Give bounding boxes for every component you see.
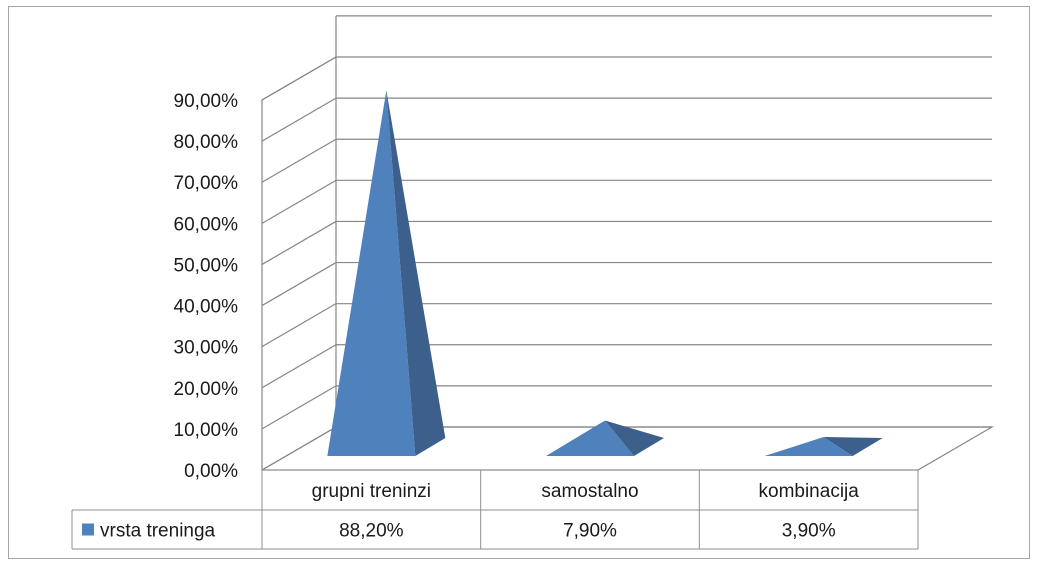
y-tick-label: 90,00% [174, 91, 239, 112]
bar-kombinacija-front [764, 436, 853, 456]
legend-series-name: vrsta treninga [100, 521, 216, 542]
data-label: 7,90% [563, 521, 617, 542]
category-label: grupni treninzi [312, 481, 431, 502]
bars [327, 90, 883, 457]
bar-samostalno-side [605, 420, 664, 456]
gridline-side [261, 385, 337, 430]
y-tick-label: 30,00% [174, 338, 239, 359]
bar-grupni-treninzi-side [386, 90, 446, 457]
bar-grupni-treninzi-front [327, 90, 416, 457]
gridline-side [261, 97, 337, 142]
gridline-side [261, 426, 337, 471]
data-label: 88,20% [339, 521, 404, 542]
y-tick-label: 50,00% [174, 255, 239, 276]
gridline-side [261, 344, 337, 389]
gridlines [261, 15, 992, 471]
y-tick-label: 70,00% [174, 173, 239, 194]
y-tick-label: 0,00% [184, 461, 238, 482]
legend-swatch [82, 523, 94, 536]
bar-samostalno-front [546, 420, 634, 456]
data-label: 3,90% [782, 521, 836, 542]
y-tick-label: 20,00% [174, 379, 239, 400]
category-label: kombinacija [759, 481, 860, 502]
y-tick-label: 80,00% [174, 132, 239, 153]
gridline-side [261, 303, 337, 348]
gridline-side [261, 138, 337, 183]
gridline-side [261, 220, 337, 265]
bar-kombinacija-side [823, 436, 883, 456]
y-tick-label: 40,00% [174, 297, 239, 318]
y-axis-ticks: 0,00% 10,00% 20,00% 30,00% 40,00% 50,00% 60,00… [174, 91, 239, 482]
gridline-side [261, 179, 337, 224]
y-tick-label: 60,00% [174, 214, 239, 235]
data-table: grupni treninzi 88,20% samostalno 7,90% komb… [71, 469, 919, 550]
gridline-side [261, 262, 337, 307]
gridline-side [261, 56, 337, 101]
y-tick-label: 10,00% [174, 420, 239, 441]
category-label: samostalno [541, 481, 638, 502]
